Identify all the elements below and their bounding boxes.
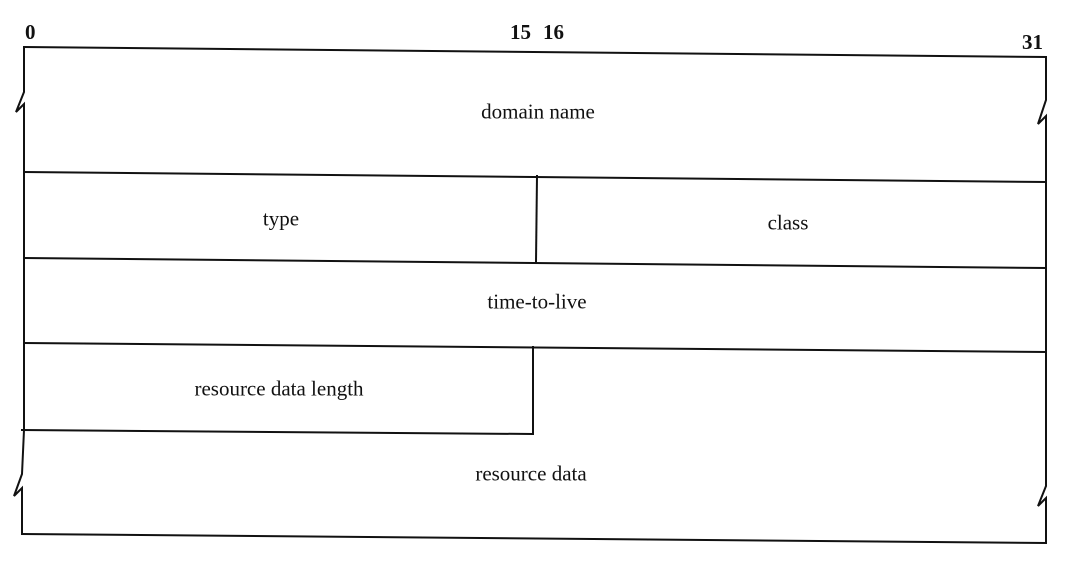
field-domain-name: domain name	[481, 99, 595, 124]
field-type: type	[262, 206, 300, 231]
bit-label-16: 16	[543, 20, 564, 44]
field-resource-data: resource data	[475, 461, 587, 486]
divider-domain-type	[22, 170, 1048, 184]
divider-rdlength-rdata	[20, 428, 534, 436]
bit-label-31: 31	[1022, 30, 1043, 54]
right-border	[1037, 56, 1047, 544]
divider-ttl-rdlength	[22, 341, 1048, 354]
bit-label-15: 15	[510, 20, 531, 44]
divider-type-class	[534, 174, 539, 264]
field-class: class	[767, 210, 809, 235]
left-border	[13, 46, 25, 535]
field-time-to-live: time-to-live	[487, 289, 587, 314]
top-border	[22, 45, 1048, 59]
divider-type-ttl	[22, 256, 1048, 270]
field-resource-data-length: resource data length	[194, 376, 364, 401]
bottom-border	[20, 532, 1048, 545]
bit-label-0: 0	[25, 20, 36, 44]
